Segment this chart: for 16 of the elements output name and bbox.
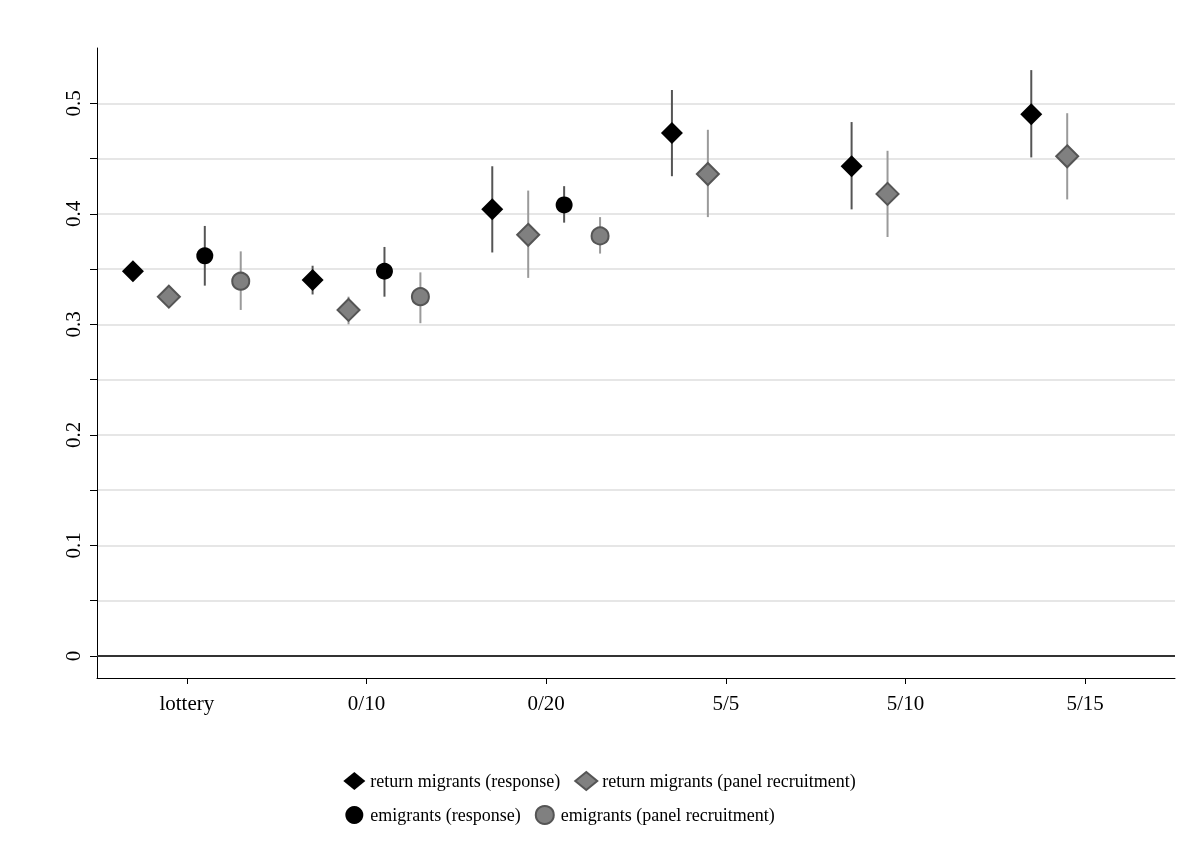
y-tick-label: 0: [60, 650, 85, 662]
y-tick-label: 0.1: [60, 532, 85, 559]
x-tick-label: lottery: [159, 690, 215, 715]
legend-label: emigrants (panel recruitment): [560, 805, 775, 826]
y-tick-label: 0.2: [60, 421, 85, 448]
y-tick-label: 0.5: [60, 90, 85, 117]
x-tick-label: 0/10: [347, 690, 386, 715]
legend-label: emigrants (response): [370, 805, 521, 826]
x-tick-label: 0/20: [527, 690, 565, 715]
x-tick-label: 5/10: [886, 690, 925, 715]
x-tick-label: 5/5: [712, 690, 740, 715]
legend-label: return migrants (response): [370, 771, 561, 792]
legend-label: return migrants (panel recruitment): [602, 771, 856, 792]
y-tick-label: 0.4: [60, 200, 85, 227]
y-tick-label: 0.3: [60, 311, 85, 338]
x-tick-label: 5/15: [1066, 690, 1104, 715]
